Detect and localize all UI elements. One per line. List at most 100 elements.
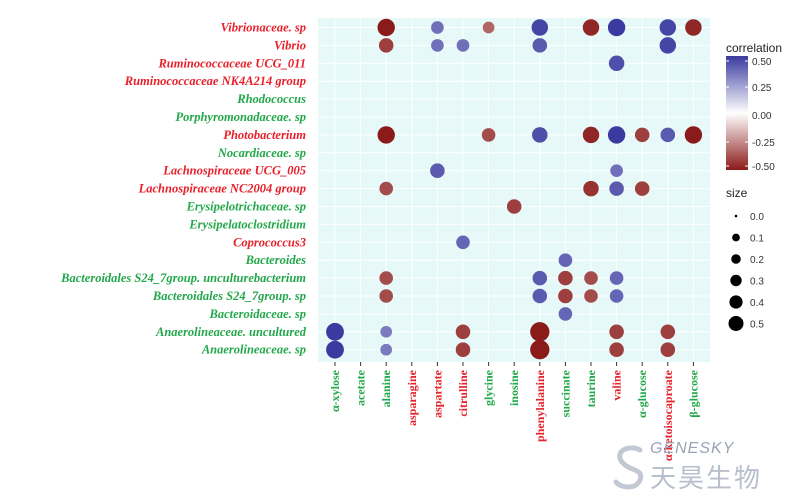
size-legend: size 0.0 0.1 0.2 0.3 0.4 0.5 [726,186,764,331]
bubble [431,39,444,52]
column-label: α-glucose [635,369,649,418]
bubble [582,126,600,144]
bubble [608,55,625,72]
bubble [482,21,495,34]
size-legend-dot [731,254,741,264]
bubble [481,128,496,142]
row-label: Lachnospiraceae UCG_005 [162,164,306,178]
row-label: Nocardiaceae. sp [217,146,306,160]
row-label: Photobacterium [223,128,306,142]
size-legend-tick: 0.1 [750,234,764,245]
bubble [379,271,394,285]
bubble [583,180,599,197]
row-label: Bacteroidales S24_7group. unculturebacte… [60,271,306,285]
bubble [430,163,445,178]
bubble [532,38,548,53]
bubble [431,21,444,34]
row-label: Bacteroidales S24_7group. sp [152,289,306,303]
bubble [531,19,549,36]
genesky-s-icon [613,445,644,490]
bubble [609,324,624,340]
bubble [582,19,600,36]
bubble [634,127,650,143]
correlation-legend-title: correlation [726,41,782,55]
bubble [584,289,598,303]
row-labels: Vibrionaceae. sp Vibrio Ruminococcaceae UC… [60,21,307,357]
size-legend-dot [732,233,740,242]
bubble [379,289,394,303]
correlation-legend-tick: 0.25 [752,83,772,94]
correlation-gradient-bar [726,56,748,170]
bubble [607,126,626,144]
correlation-legend-tick: 0.00 [752,111,772,122]
bubble [660,342,676,357]
bubble [456,235,470,250]
row-label: Ruminococcaceae UCG_011 [157,56,306,70]
bubble [610,164,623,178]
column-label: acetate [354,369,368,406]
row-label: Rhodococcus [236,92,306,106]
correlation-legend-tick: 0.50 [752,57,772,68]
size-legend-title: size [726,186,748,200]
size-legend-tick: 0.4 [750,298,764,309]
bubble [609,342,624,357]
bubble [609,289,624,303]
bubble [456,39,470,52]
bubble [660,127,676,143]
bubble [455,342,471,357]
column-label: taurine [584,369,598,407]
size-legend-dot [729,295,743,309]
bubble [379,181,394,196]
row-label: Porphyromonadaceae. sp [175,110,306,124]
column-label: asparagine [405,369,419,426]
bubble [609,271,624,285]
column-label: β-glucose [686,369,700,417]
size-legend-dot [734,214,738,218]
bubble [558,253,573,267]
row-label: Bacteroides [245,253,307,267]
row-label: Lachnospiraceae NC2004 group [138,182,306,196]
size-legend-dot [730,274,742,287]
genesky-logo: GENESKY 天昊生物 [610,440,790,496]
bubble [378,38,394,53]
row-label: Anaerolineaceae. uncultured [155,325,307,339]
bubble [532,127,548,143]
bubble [326,322,344,341]
bubble [558,288,573,304]
bubble [377,18,395,37]
correlation-legend-tick: -0.25 [752,138,775,149]
bubble [634,181,650,196]
bubble [380,325,393,338]
bubble [684,126,703,144]
bubble [558,270,573,286]
size-legend-dot [728,316,744,331]
bubble [455,324,471,340]
bubble [326,340,344,359]
correlation-legend-tick: -0.50 [752,162,775,173]
bubble [532,288,548,304]
column-label: alanine [379,369,393,407]
bubble [659,19,677,36]
row-label: Vibrionaceae. sp [221,21,306,35]
column-label: succinate [558,369,572,417]
row-label: Erysipelotrichaceae. sp [186,200,306,214]
bubble [584,271,598,285]
bubble [609,181,624,196]
bubble [659,37,677,54]
bubble [380,343,393,356]
bubble [558,307,573,321]
row-label: Coprococcus3 [233,235,306,249]
bubble [506,199,522,214]
column-label: phenylalanine [533,369,547,442]
size-legend-tick: 0.0 [750,212,764,223]
size-legend-tick: 0.2 [750,255,764,266]
column-label: inosine [507,369,521,406]
row-label: Erysipelatoclostridium [188,217,306,231]
column-label: α-ketoisocaproate [661,369,675,461]
row-label: Bacteroidaceae. sp [208,307,306,321]
row-label: Anaerolineaceae. sp [201,343,306,357]
size-legend-tick: 0.5 [750,320,764,331]
bubble [607,18,626,37]
column-label: aspartate [430,369,444,418]
